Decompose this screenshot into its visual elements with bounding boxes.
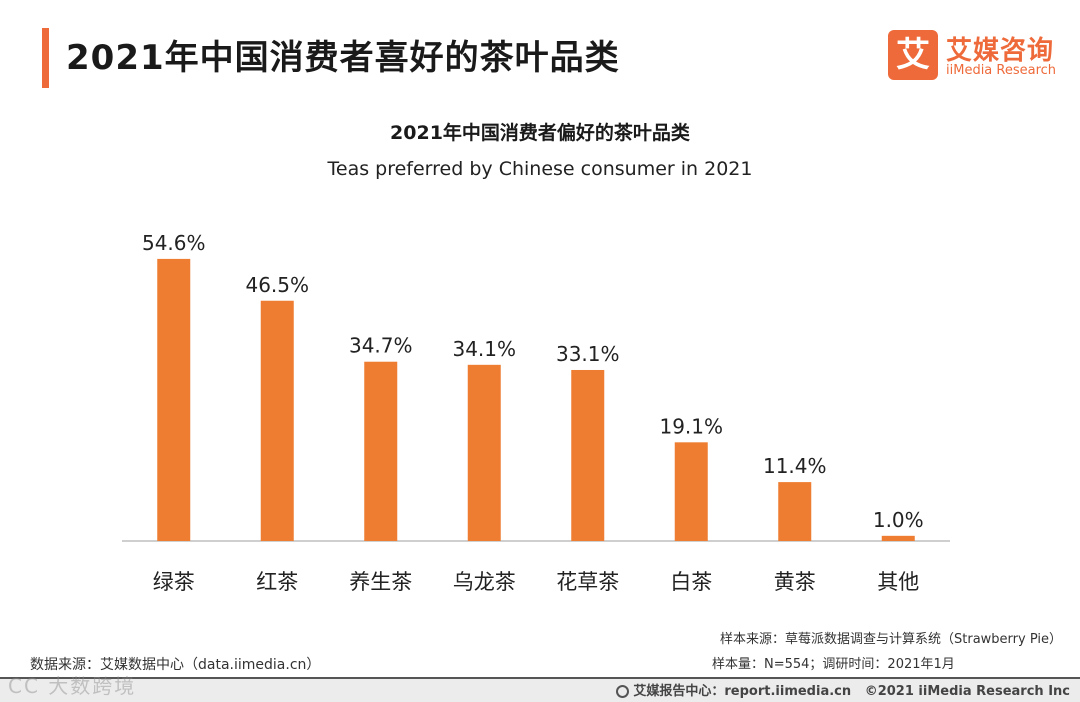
bar-4 bbox=[467, 364, 501, 541]
data-label-8: 1.0% bbox=[873, 508, 924, 532]
globe-icon bbox=[616, 685, 630, 698]
footer-divider bbox=[0, 677, 1080, 679]
footer-credits: 艾媒报告中心：report.iimedia.cn ©2021 iiMedia R… bbox=[616, 680, 1070, 699]
category-label-7: 黄茶 bbox=[774, 570, 816, 594]
title-accent-bar bbox=[42, 28, 49, 88]
data-label-1: 54.6% bbox=[142, 231, 206, 255]
category-label-6: 白茶 bbox=[670, 570, 712, 594]
bar-6 bbox=[674, 442, 708, 541]
bar-chart: 54.6% 绿茶 46.5% 红茶 34.7% 养生茶 34.1% 乌龙茶 33.1% 花草茶 19… bbox=[122, 231, 950, 594]
copyright-text: ©2021 iiMedia Research Inc bbox=[864, 684, 1070, 699]
chart-title: 2021年中国消费者偏好的茶叶品类 bbox=[390, 122, 690, 144]
bar-1 bbox=[157, 258, 191, 541]
data-label-5: 33.1% bbox=[556, 342, 620, 366]
data-label-2: 46.5% bbox=[245, 273, 309, 297]
category-label-8: 其他 bbox=[877, 570, 919, 594]
bar-2 bbox=[260, 300, 294, 541]
bar-7 bbox=[778, 482, 812, 541]
footer-bar bbox=[0, 679, 1080, 702]
chart-subtitle: Teas preferred by Chinese consumer in 20… bbox=[327, 158, 753, 180]
data-label-7: 11.4% bbox=[763, 454, 827, 478]
logo-name-en: iiMedia Research bbox=[946, 63, 1057, 78]
sample-size-note: 样本量：N=554；调研时间：2021年1月 bbox=[712, 657, 955, 672]
category-label-1: 绿茶 bbox=[153, 570, 195, 594]
data-label-3: 34.7% bbox=[349, 334, 413, 358]
data-label-4: 34.1% bbox=[452, 337, 516, 361]
data-source-note: 数据来源：艾媒数据中心（data.iimedia.cn） bbox=[30, 657, 321, 673]
category-label-4: 乌龙茶 bbox=[453, 570, 516, 594]
page-title: 2021年中国消费者喜好的茶叶品类 bbox=[66, 38, 620, 78]
logo-name-cn: 艾媒咨询 bbox=[946, 36, 1055, 66]
category-label-3: 养生茶 bbox=[349, 570, 412, 594]
category-label-5: 花草茶 bbox=[556, 570, 619, 594]
bar-5 bbox=[571, 369, 605, 541]
report-center-link[interactable]: 艾媒报告中心：report.iimedia.cn bbox=[633, 684, 852, 699]
logo-mark-icon: 艾 bbox=[888, 30, 938, 80]
bar-3 bbox=[364, 361, 398, 541]
iimedia-logo: 艾 艾媒咨询 iiMedia Research bbox=[888, 30, 1068, 82]
data-label-6: 19.1% bbox=[659, 414, 723, 438]
bar-8 bbox=[881, 535, 915, 541]
watermark-text: CC 大数跨境 bbox=[8, 674, 137, 698]
category-label-2: 红茶 bbox=[256, 570, 298, 594]
sample-source-note: 样本来源：草莓派数据调查与计算系统（Strawberry Pie） bbox=[720, 632, 1062, 647]
